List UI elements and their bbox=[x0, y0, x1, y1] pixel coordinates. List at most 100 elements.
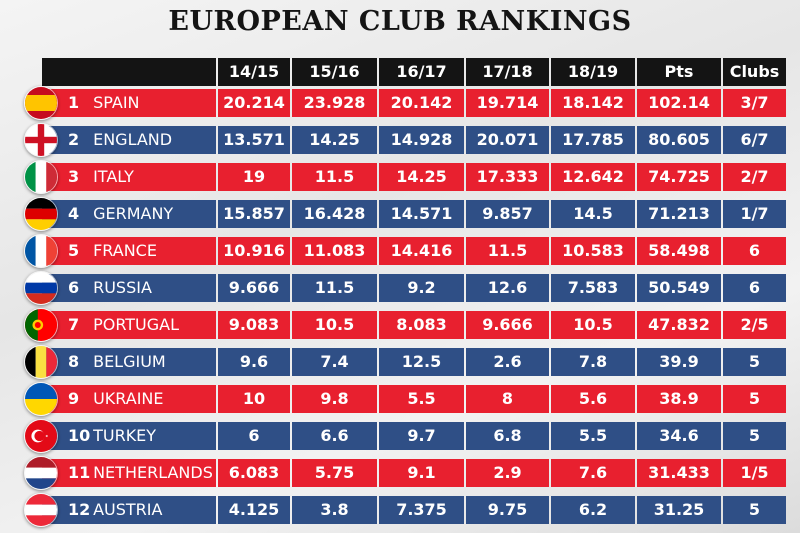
value-cell: 74.725 bbox=[637, 163, 721, 191]
value-cell: 12.6 bbox=[466, 274, 549, 302]
column-header: 14/15 bbox=[218, 58, 290, 86]
value-cell: 5 bbox=[723, 348, 786, 376]
column-header: 16/17 bbox=[379, 58, 464, 86]
table-row: 10 TURKEY 6 6.6 9.7 6.8 5.5 34.6 5 bbox=[0, 419, 800, 453]
value-cell: 18.142 bbox=[551, 89, 635, 117]
rank-number: 3 bbox=[68, 167, 80, 186]
value-cell: 17.785 bbox=[551, 126, 635, 154]
value-cell: 7.375 bbox=[379, 496, 464, 524]
country-cell: 6 RUSSIA bbox=[42, 274, 216, 302]
value-cell: 58.498 bbox=[637, 237, 721, 265]
value-cell: 7.583 bbox=[551, 274, 635, 302]
rank-number: 4 bbox=[68, 204, 80, 223]
rank-number: 12 bbox=[68, 500, 91, 519]
rank-number: 1 bbox=[68, 93, 80, 112]
russia-flag-icon bbox=[24, 271, 58, 305]
country-name: NETHERLANDS bbox=[88, 463, 213, 482]
header-country bbox=[42, 58, 216, 86]
country-cell: 11 NETHERLANDS bbox=[42, 459, 216, 487]
value-cell: 14.25 bbox=[292, 126, 377, 154]
value-cell: 9.857 bbox=[466, 200, 549, 228]
country-name: PORTUGAL bbox=[88, 315, 180, 334]
portugal-flag-icon bbox=[24, 308, 58, 342]
value-cell: 11.5 bbox=[466, 237, 549, 265]
value-cell: 20.214 bbox=[218, 89, 290, 117]
country-name: TURKEY bbox=[88, 426, 157, 445]
value-cell: 10.583 bbox=[551, 237, 635, 265]
value-cell: 10 bbox=[218, 385, 290, 413]
column-header: 15/16 bbox=[292, 58, 377, 86]
column-header: Pts bbox=[637, 58, 721, 86]
value-cell: 7.8 bbox=[551, 348, 635, 376]
country-name: SPAIN bbox=[88, 93, 140, 112]
table-row: 6 RUSSIA 9.666 11.5 9.2 12.6 7.583 50.549 6 bbox=[0, 271, 800, 305]
netherlands-flag-icon bbox=[24, 456, 58, 490]
country-name: ITALY bbox=[88, 167, 134, 186]
value-cell: 16.428 bbox=[292, 200, 377, 228]
value-cell: 5.5 bbox=[551, 422, 635, 450]
value-cell: 1/5 bbox=[723, 459, 786, 487]
value-cell: 4.125 bbox=[218, 496, 290, 524]
value-cell: 13.571 bbox=[218, 126, 290, 154]
value-cell: 8.083 bbox=[379, 311, 464, 339]
rank-number: 5 bbox=[68, 241, 80, 260]
value-cell: 3.8 bbox=[292, 496, 377, 524]
value-cell: 19.714 bbox=[466, 89, 549, 117]
value-cell: 9.666 bbox=[218, 274, 290, 302]
country-cell: 10 TURKEY bbox=[42, 422, 216, 450]
value-cell: 14.928 bbox=[379, 126, 464, 154]
rank-number: 9 bbox=[68, 389, 80, 408]
rank-number: 6 bbox=[68, 278, 80, 297]
rank-number: 11 bbox=[68, 463, 91, 482]
column-header: 17/18 bbox=[466, 58, 549, 86]
value-cell: 47.832 bbox=[637, 311, 721, 339]
austria-flag-icon bbox=[24, 493, 58, 527]
value-cell: 5.75 bbox=[292, 459, 377, 487]
value-cell: 19 bbox=[218, 163, 290, 191]
value-cell: 10.916 bbox=[218, 237, 290, 265]
value-cell: 34.6 bbox=[637, 422, 721, 450]
country-name: UKRAINE bbox=[88, 389, 164, 408]
country-cell: 12 AUSTRIA bbox=[42, 496, 216, 524]
value-cell: 2.6 bbox=[466, 348, 549, 376]
value-cell: 15.857 bbox=[218, 200, 290, 228]
country-name: ENGLAND bbox=[88, 130, 173, 149]
chart-title: EUROPEAN CLUB RANKINGS bbox=[168, 6, 632, 37]
value-cell: 14.25 bbox=[379, 163, 464, 191]
value-cell: 10.5 bbox=[292, 311, 377, 339]
value-cell: 2/7 bbox=[723, 163, 786, 191]
value-cell: 9.7 bbox=[379, 422, 464, 450]
value-cell: 2/5 bbox=[723, 311, 786, 339]
value-cell: 6.083 bbox=[218, 459, 290, 487]
value-cell: 71.213 bbox=[637, 200, 721, 228]
value-cell: 11.5 bbox=[292, 274, 377, 302]
value-cell: 5 bbox=[723, 385, 786, 413]
value-cell: 17.333 bbox=[466, 163, 549, 191]
value-cell: 80.605 bbox=[637, 126, 721, 154]
value-cell: 8 bbox=[466, 385, 549, 413]
value-cell: 6.6 bbox=[292, 422, 377, 450]
table-row: 9 UKRAINE 10 9.8 5.5 8 5.6 38.9 5 bbox=[0, 382, 800, 416]
value-cell: 3/7 bbox=[723, 89, 786, 117]
country-cell: 7 PORTUGAL bbox=[42, 311, 216, 339]
germany-flag-icon bbox=[24, 197, 58, 231]
country-cell: 2 ENGLAND bbox=[42, 126, 216, 154]
table-row: 4 GERMANY 15.857 16.428 14.571 9.857 14.5 71.2… bbox=[0, 197, 800, 231]
value-cell: 23.928 bbox=[292, 89, 377, 117]
value-cell: 9.666 bbox=[466, 311, 549, 339]
rank-number: 8 bbox=[68, 352, 80, 371]
value-cell: 6.8 bbox=[466, 422, 549, 450]
country-cell: 4 GERMANY bbox=[42, 200, 216, 228]
country-cell: 1 SPAIN bbox=[42, 89, 216, 117]
value-cell: 1/7 bbox=[723, 200, 786, 228]
italy-flag-icon bbox=[24, 160, 58, 194]
value-cell: 9.6 bbox=[218, 348, 290, 376]
value-cell: 9.75 bbox=[466, 496, 549, 524]
table-row: 11 NETHERLANDS 6.083 5.75 9.1 2.9 7.6 31.433 1/… bbox=[0, 456, 800, 490]
value-cell: 31.433 bbox=[637, 459, 721, 487]
value-cell: 38.9 bbox=[637, 385, 721, 413]
value-cell: 12.5 bbox=[379, 348, 464, 376]
france-flag-icon bbox=[24, 234, 58, 268]
value-cell: 50.549 bbox=[637, 274, 721, 302]
value-cell: 6/7 bbox=[723, 126, 786, 154]
